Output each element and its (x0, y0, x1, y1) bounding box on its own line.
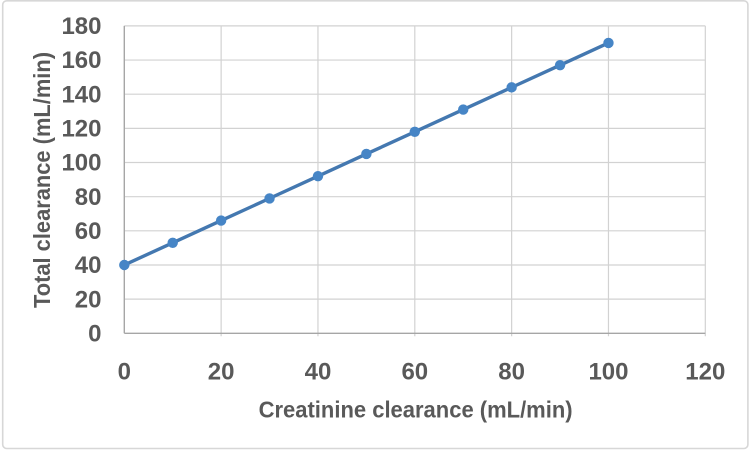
svg-text:120: 120 (61, 116, 101, 143)
svg-text:80: 80 (498, 359, 525, 386)
svg-text:160: 160 (61, 47, 101, 74)
svg-text:60: 60 (401, 359, 428, 386)
svg-text:120: 120 (685, 359, 725, 386)
svg-text:0: 0 (118, 359, 131, 386)
svg-text:80: 80 (75, 184, 102, 211)
svg-text:0: 0 (88, 320, 101, 347)
svg-text:20: 20 (75, 286, 102, 313)
svg-text:40: 40 (75, 252, 102, 279)
svg-text:Total clearance (mL/min): Total clearance (mL/min) (29, 52, 55, 308)
svg-text:180: 180 (61, 13, 101, 40)
svg-text:100: 100 (588, 359, 628, 386)
svg-text:140: 140 (61, 81, 101, 108)
svg-text:40: 40 (305, 359, 332, 386)
svg-text:100: 100 (61, 150, 101, 177)
svg-text:Creatinine clearance (mL/min): Creatinine clearance (mL/min) (259, 397, 573, 423)
svg-text:60: 60 (75, 218, 102, 245)
svg-text:20: 20 (208, 359, 235, 386)
